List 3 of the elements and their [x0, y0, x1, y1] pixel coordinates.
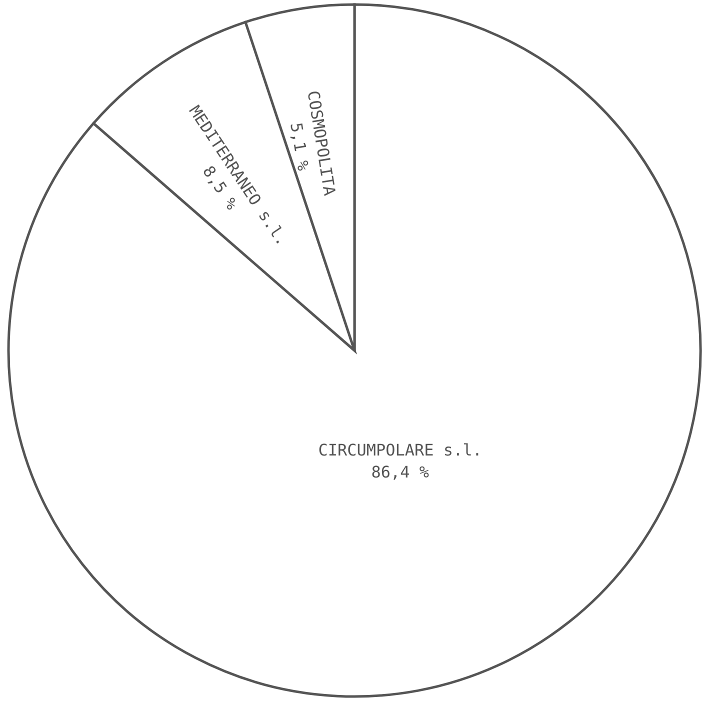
data-label: 86,4 %	[371, 462, 430, 482]
data-label: 5,1 %	[286, 121, 314, 172]
slice-label: CIRCUMPOLARE s.l.	[318, 440, 482, 460]
